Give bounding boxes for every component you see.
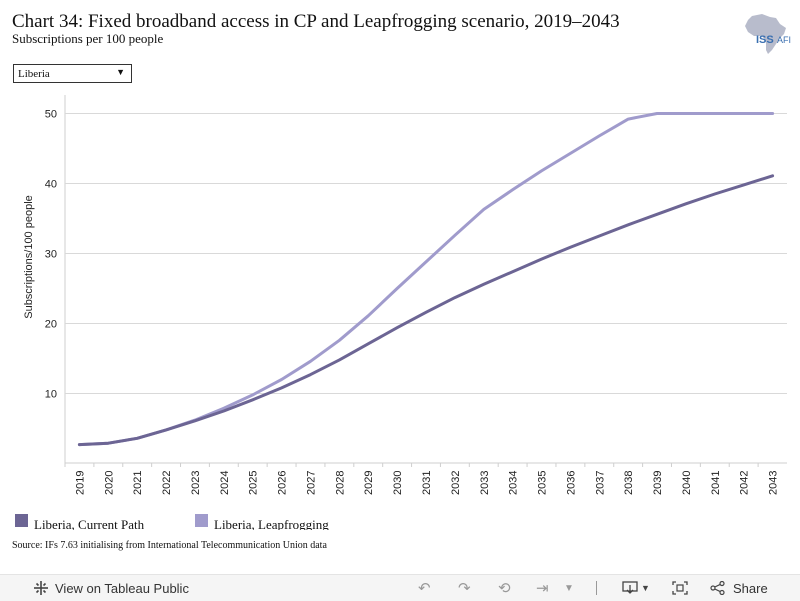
y-tick-label: 10 bbox=[45, 389, 57, 401]
country-filter-value: Liberia bbox=[18, 68, 50, 80]
x-tick-label: 2042 bbox=[739, 471, 751, 495]
legend-swatch-current-path bbox=[15, 514, 28, 527]
series-line-current-path bbox=[77, 174, 775, 447]
refresh-icon[interactable]: ⇥ bbox=[536, 580, 549, 597]
legend-swatch-leapfrogging bbox=[195, 514, 208, 527]
chart-title: Chart 34: Fixed broadband access in CP a… bbox=[12, 11, 620, 32]
x-tick-label: 2020 bbox=[103, 471, 115, 495]
x-tick-label: 2023 bbox=[190, 471, 202, 495]
x-tick-label: 2022 bbox=[161, 471, 173, 495]
y-tick-label: 30 bbox=[45, 249, 57, 261]
x-tick-label: 2038 bbox=[623, 471, 635, 495]
y-tick-label: 20 bbox=[45, 319, 57, 331]
legend-label-leapfrogging: Liberia, Leapfrogging bbox=[214, 517, 329, 530]
download-chevron-icon: ▼ bbox=[641, 583, 650, 593]
x-tick-label: 2021 bbox=[132, 471, 144, 495]
x-tick-label: 2035 bbox=[537, 471, 549, 495]
x-tick-label: 2024 bbox=[219, 471, 231, 495]
refresh-dropdown-chevron-icon[interactable]: ▼ bbox=[564, 582, 574, 594]
undo-icon[interactable]: ↶ bbox=[418, 580, 431, 597]
chart-subtitle: Subscriptions per 100 people bbox=[12, 31, 164, 46]
chevron-down-icon: ▼ bbox=[116, 67, 125, 77]
country-filter-dropdown[interactable]: Liberia ▼ bbox=[13, 64, 132, 83]
chart-legend: Liberia, Current Path Liberia, Leapfrogg… bbox=[0, 513, 800, 530]
tableau-logo-icon bbox=[34, 581, 48, 595]
x-tick-label: 2031 bbox=[421, 471, 433, 495]
revert-icon[interactable]: ⟲ bbox=[498, 580, 511, 597]
x-tick-label: 2025 bbox=[248, 471, 260, 495]
x-tick-label: 2029 bbox=[363, 471, 375, 495]
redo-icon[interactable]: ↷ bbox=[458, 580, 471, 597]
share-button[interactable]: Share bbox=[710, 575, 768, 601]
y-tick-label: 50 bbox=[45, 109, 57, 121]
x-tick-label: 2019 bbox=[74, 471, 86, 495]
logo-text-afi: AFI bbox=[777, 35, 791, 45]
download-tray-icon bbox=[622, 581, 638, 594]
share-label: Share bbox=[733, 580, 768, 596]
x-tick-label: 2032 bbox=[450, 471, 462, 495]
x-tick-label: 2034 bbox=[508, 471, 520, 495]
x-tick-label: 2028 bbox=[334, 471, 346, 495]
series-lines bbox=[77, 112, 775, 447]
gridlines bbox=[64, 95, 787, 464]
x-tick-label: 2039 bbox=[652, 471, 664, 495]
africa-map-icon bbox=[745, 14, 786, 54]
fullscreen-frame-icon bbox=[672, 581, 688, 595]
x-tick-label: 2033 bbox=[479, 471, 491, 495]
view-on-tableau-label: View on Tableau Public bbox=[55, 580, 189, 596]
iss-africa-logo: ISS AFI bbox=[745, 14, 791, 54]
tableau-toolbar: View on Tableau Public ↶ ↷ ⟲ ⇥ ▼ ▼ Share bbox=[0, 574, 800, 601]
x-axis-ticks: 2019 2020 2021 2022 2023 2024 2025 2026 2027 2028… bbox=[64, 463, 780, 495]
y-tick-label: 40 bbox=[45, 179, 57, 191]
x-tick-label: 2041 bbox=[710, 471, 722, 495]
view-on-tableau-link[interactable]: View on Tableau Public bbox=[33, 575, 189, 601]
legend-label-current-path: Liberia, Current Path bbox=[34, 517, 145, 530]
series-line-leapfrogging bbox=[77, 112, 775, 447]
x-tick-label: 2030 bbox=[392, 471, 404, 495]
logo-text-iss: ISS bbox=[756, 34, 774, 46]
x-tick-label: 2026 bbox=[277, 471, 289, 495]
x-tick-label: 2043 bbox=[768, 471, 780, 495]
download-icon[interactable]: ▼ bbox=[622, 575, 650, 601]
x-tick-label: 2037 bbox=[594, 471, 606, 495]
x-tick-label: 2040 bbox=[681, 471, 693, 495]
fullscreen-icon[interactable] bbox=[672, 575, 688, 601]
share-icon bbox=[710, 581, 725, 595]
y-axis-ticks: 10 20 30 40 50 bbox=[45, 109, 57, 401]
y-axis-label: Subscriptions/100 people bbox=[23, 195, 35, 319]
source-note: Source: IFs 7.63 initialising from Inter… bbox=[12, 540, 327, 551]
toolbar-divider bbox=[596, 581, 597, 595]
x-tick-label: 2027 bbox=[305, 471, 317, 495]
x-tick-label: 2036 bbox=[565, 471, 577, 495]
